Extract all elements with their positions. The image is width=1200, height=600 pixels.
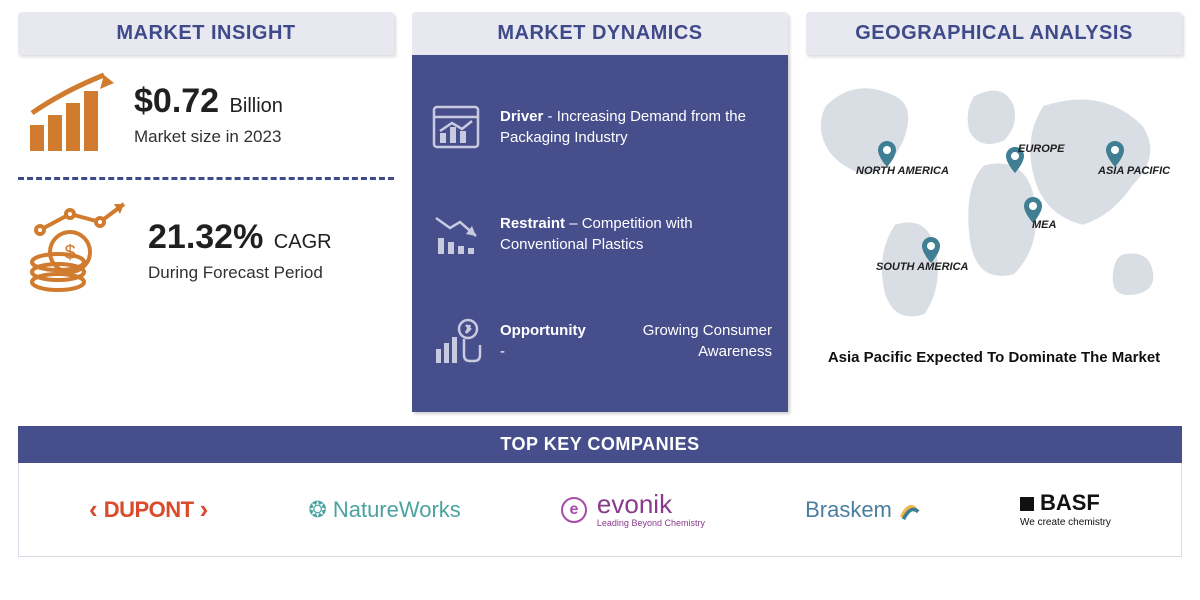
companies-logos-row: ‹ DUPONT › ❂ NatureWorks e evonik Leadin… [18, 463, 1182, 557]
braskem-text: Braskem [805, 497, 892, 523]
geo-caption-region: Asia Pacific [828, 349, 912, 366]
cagr-unit: CAGR [274, 231, 332, 253]
world-map-svg [806, 65, 1182, 345]
market-dynamics-header: MARKET DYNAMICS [412, 12, 788, 55]
market-size-value: $0.72 [134, 82, 219, 120]
cagr-sub: During Forecast Period [148, 263, 332, 283]
cagr-value: 21.32% [148, 218, 263, 256]
map-pin-icon [922, 237, 940, 263]
market-insight-header: MARKET INSIGHT [18, 12, 394, 55]
geo-body: NORTH AMERICA EUROPE ASIA PACIFIC MEA SOUTH … [806, 55, 1182, 412]
opportunity-text: Opportunity - Growing Consumer Awareness [500, 320, 772, 362]
geo-caption-rest: Expected To Dominate The Market [912, 349, 1160, 366]
natureworks-leaf-icon: ❂ [308, 497, 326, 523]
dynamics-driver-row: Driver - Increasing Demand from the Pack… [428, 99, 772, 155]
logo-evonik: e evonik Leading Beyond Chemistry [561, 491, 705, 528]
market-size-unit: Billion [230, 95, 283, 117]
map-pin-icon [878, 141, 896, 167]
market-size-sub: Market size in 2023 [134, 127, 283, 147]
basf-square-icon [1020, 497, 1034, 511]
market-dynamics-body: Driver - Increasing Demand from the Pack… [412, 55, 788, 412]
driver-label: Driver [500, 108, 543, 125]
natureworks-text: NatureWorks [333, 497, 461, 523]
coins-growth-icon: $ [24, 200, 134, 300]
map-region-label: MEA [1032, 219, 1056, 231]
world-map: NORTH AMERICA EUROPE ASIA PACIFIC MEA SOUTH … [806, 65, 1182, 345]
insight-divider [18, 177, 394, 180]
map-region-label: ASIA PACIFIC [1098, 165, 1170, 177]
geo-caption: Asia Pacific Expected To Dominate The Ma… [806, 349, 1182, 366]
driver-text: Driver - Increasing Demand from the Pack… [500, 106, 772, 148]
market-size-text: $0.72 Billion Market size in 2023 [134, 82, 283, 147]
logo-braskem: Braskem [805, 497, 920, 523]
companies-section: TOP KEY COMPANIES ‹ DUPONT › ❂ NatureWor… [18, 426, 1182, 557]
opportunity-label: Opportunity [500, 322, 586, 339]
geo-header: GEOGRAPHICAL ANALYSIS [806, 12, 1182, 55]
market-size-block: $0.72 Billion Market size in 2023 [18, 55, 394, 169]
evonik-text: evonik [597, 491, 672, 517]
dupont-text: DUPONT [104, 497, 194, 523]
evonik-tagline: Leading Beyond Chemistry [597, 519, 705, 528]
cagr-block: $ 21.32% CAGR During Forecast Period [18, 186, 394, 310]
svg-text:$: $ [64, 242, 75, 264]
map-region-label: EUROPE [1018, 143, 1064, 155]
cagr-text: 21.32% CAGR During Forecast Period [148, 218, 332, 283]
geo-column: GEOGRAPHICAL ANALYSIS NORTH AMERICA EUROP… [806, 12, 1182, 412]
map-pin-icon [1106, 141, 1124, 167]
opportunity-touch-icon [428, 313, 484, 369]
driver-chart-icon [428, 99, 484, 155]
basf-tagline: We create chemistry [1020, 518, 1111, 528]
map-region-label: SOUTH AMERICA [876, 261, 968, 273]
growth-bars-icon [24, 69, 120, 159]
evonik-e-icon: e [561, 497, 587, 523]
map-region-label: NORTH AMERICA [856, 165, 949, 177]
basf-text: BASF [1040, 490, 1100, 515]
logo-natureworks: ❂ NatureWorks [308, 497, 460, 523]
logo-dupont: ‹ DUPONT › [89, 494, 208, 525]
dynamics-opportunity-row: Opportunity - Growing Consumer Awareness [428, 313, 772, 369]
companies-header: TOP KEY COMPANIES [18, 426, 1182, 463]
market-dynamics-column: MARKET DYNAMICS Driver - Increasing Dema… [412, 12, 788, 412]
restraint-label: Restraint [500, 215, 565, 232]
market-insight-column: MARKET INSIGHT $0.72 Billion Market size… [18, 12, 394, 412]
restraint-decline-icon [428, 206, 484, 262]
top-row: MARKET INSIGHT $0.72 Billion Market size… [18, 12, 1182, 412]
restraint-text: Restraint – Competition with Conventiona… [500, 213, 772, 255]
logo-basf: BASF We create chemistry [1020, 492, 1111, 528]
dynamics-restraint-row: Restraint – Competition with Conventiona… [428, 206, 772, 262]
braskem-swoosh-icon [898, 499, 920, 521]
